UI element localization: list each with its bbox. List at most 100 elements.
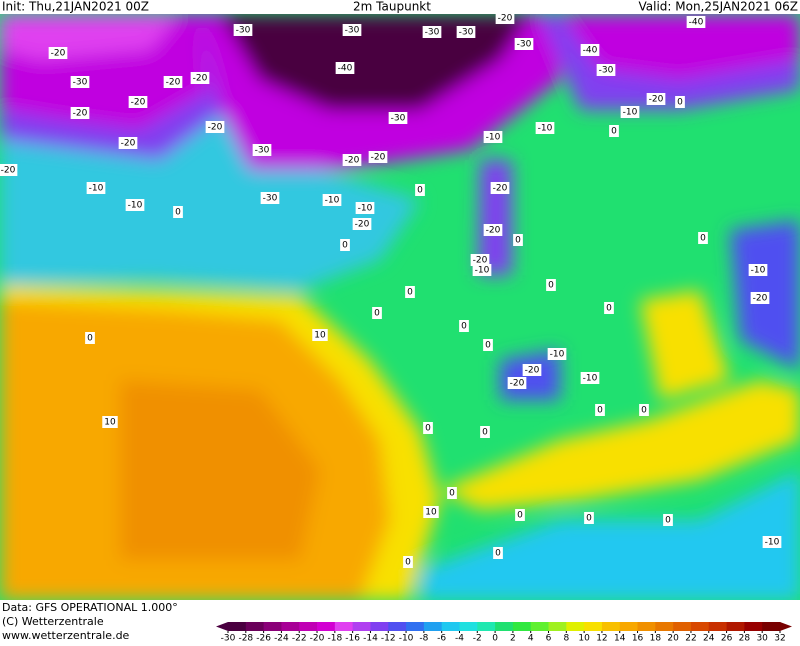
colorbar-tick-label: -18 bbox=[327, 634, 342, 643]
contour-label-text: -20 bbox=[208, 123, 223, 133]
colorbar-tick-label: 2 bbox=[510, 634, 516, 643]
contour-label-box bbox=[513, 234, 523, 246]
contour-label-text: -10 bbox=[550, 350, 565, 360]
contour-label: -20 bbox=[352, 218, 372, 230]
contour-label-text: -10 bbox=[486, 133, 501, 143]
contour-label: -20 bbox=[522, 364, 542, 376]
website: www.wetterzentrale.de bbox=[2, 629, 130, 642]
contour-label-text: -20 bbox=[493, 184, 508, 194]
contour-label-box bbox=[125, 199, 145, 211]
colorbar-tick-label: 30 bbox=[756, 634, 768, 643]
contour-label-box bbox=[639, 404, 649, 416]
contour-label: -20 bbox=[368, 151, 388, 163]
colorbar-tick-label: -2 bbox=[473, 634, 482, 643]
contour-label-box bbox=[698, 232, 708, 244]
contour-label-box bbox=[352, 218, 372, 230]
contour-label: 0 bbox=[405, 286, 415, 298]
contour-label: 10 bbox=[423, 506, 439, 518]
contour-label: -10 bbox=[125, 199, 145, 211]
contour-label: 0 bbox=[663, 514, 673, 526]
contour-label-text: 10 bbox=[104, 418, 116, 428]
contour-label-text: -40 bbox=[338, 64, 353, 74]
contour-label-text: -40 bbox=[583, 46, 598, 56]
contour-label-box bbox=[405, 286, 415, 298]
contour-label: 10 bbox=[312, 329, 328, 341]
contour-label: -30 bbox=[388, 112, 408, 124]
contour-label: -10 bbox=[535, 122, 555, 134]
colorbar-swatch bbox=[406, 622, 425, 631]
contour-label: 0 bbox=[595, 404, 605, 416]
contour-label-box bbox=[252, 144, 272, 156]
colorbar-swatch bbox=[441, 622, 460, 631]
contour-label-box bbox=[596, 64, 616, 76]
contour-label: 0 bbox=[493, 547, 503, 559]
contour-label: -10 bbox=[483, 131, 503, 143]
contour-label-text: -30 bbox=[425, 28, 440, 38]
contour-label-text: -40 bbox=[689, 18, 704, 28]
contour-label-box bbox=[86, 182, 106, 194]
contour-label: 0 bbox=[372, 307, 382, 319]
contour-label-text: -30 bbox=[459, 28, 474, 38]
colorbar-tick-label: 16 bbox=[632, 634, 644, 643]
contour-label-box bbox=[547, 348, 567, 360]
contour-label-text: -20 bbox=[525, 366, 540, 376]
contour-label-box bbox=[355, 202, 375, 214]
colorbar-swatch bbox=[495, 622, 514, 631]
colorbar-tick-label: -4 bbox=[455, 634, 464, 643]
contour-label: -40 bbox=[686, 16, 706, 28]
contour-label-text: 0 bbox=[425, 424, 431, 434]
contour-label-text: -30 bbox=[263, 194, 278, 204]
contour-label-box bbox=[423, 422, 433, 434]
colorbar-tick-label: 12 bbox=[596, 634, 607, 643]
contour-label: 0 bbox=[85, 332, 95, 344]
colorbar-tick-label: -20 bbox=[310, 634, 325, 643]
contour-label-box bbox=[472, 264, 492, 276]
contour-label-box bbox=[580, 372, 600, 384]
colorbar-tick-label: 4 bbox=[528, 634, 534, 643]
contour-label-text: 0 bbox=[606, 304, 612, 314]
header-bar bbox=[0, 0, 800, 14]
contour-label-box bbox=[190, 72, 210, 84]
contour-label-box bbox=[546, 279, 556, 291]
contour-label-text: -20 bbox=[51, 49, 66, 59]
contour-label-box bbox=[493, 547, 503, 559]
contour-label-text: -20 bbox=[1, 166, 16, 176]
contour-label: -30 bbox=[456, 26, 476, 38]
colorbar-swatch bbox=[299, 622, 318, 631]
contour-label: 0 bbox=[698, 232, 708, 244]
contour-label-box bbox=[507, 377, 527, 389]
contour-label: 0 bbox=[584, 512, 594, 524]
contour-label-text: -30 bbox=[236, 26, 251, 36]
colorbar-swatch bbox=[655, 622, 674, 631]
contour-label: -30 bbox=[252, 144, 272, 156]
contour-label-text: 0 bbox=[517, 511, 523, 521]
contour-label: -20 bbox=[118, 137, 138, 149]
contour-label-box bbox=[128, 96, 148, 108]
contour-label-box bbox=[750, 292, 770, 304]
colorbar-swatch bbox=[281, 622, 300, 631]
contour-label: -20 bbox=[750, 292, 770, 304]
contour-label-text: 0 bbox=[641, 406, 647, 416]
contour-labels: -20 -30 -20 -20 -20 -20 -20 -20 -20 -10 -10 0 -30 -30… bbox=[0, 12, 782, 568]
contour-label-text: -30 bbox=[255, 146, 270, 156]
contour-label-box bbox=[456, 26, 476, 38]
contour-label: -10 bbox=[472, 264, 492, 276]
colorbar-swatch bbox=[530, 622, 550, 631]
contour-label-box bbox=[483, 131, 503, 143]
colorbar-tick-label: 22 bbox=[685, 634, 696, 643]
colorbar-tick-label: 8 bbox=[563, 634, 569, 643]
contour-label-text: 0 bbox=[374, 309, 380, 319]
contour-label-box bbox=[118, 137, 138, 149]
contour-label-text: -30 bbox=[517, 40, 532, 50]
contour-label: 0 bbox=[483, 339, 493, 351]
contour-label-text: -10 bbox=[89, 184, 104, 194]
contour-label: -20 bbox=[48, 47, 68, 59]
contour-label-box bbox=[762, 536, 782, 548]
contour-label-text: 0 bbox=[482, 428, 488, 438]
contour-label: 10 bbox=[102, 416, 118, 428]
contour-label-box bbox=[85, 332, 95, 344]
colorbar-tick-label: -30 bbox=[221, 634, 236, 643]
contour-label-text: -30 bbox=[599, 66, 614, 76]
colorbar-swatch bbox=[601, 622, 621, 631]
colorbar-swatch bbox=[512, 622, 532, 631]
